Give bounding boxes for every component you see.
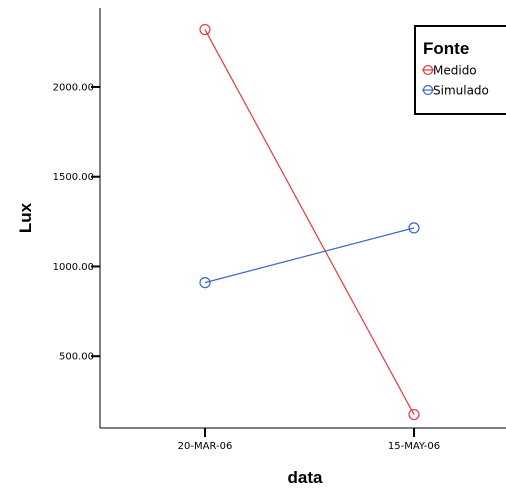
legend-label-simulado: Simulado (433, 84, 489, 98)
legend-marker-medido (422, 64, 434, 76)
legend-items: Medido Simulado (422, 64, 489, 98)
x-axis-title: data (288, 468, 324, 487)
y-axis-title: Lux (16, 202, 35, 233)
x-axis-ticks: 20-MAR-06 15-MAY-06 (178, 428, 440, 452)
plot-area (99, 8, 506, 429)
x-tick-label: 20-MAR-06 (178, 441, 233, 452)
data-point-medido (408, 408, 420, 421)
series-line-simulado (204, 227, 415, 284)
series-line-medido (204, 29, 415, 415)
y-tick-label: 500.00 (59, 352, 94, 363)
legend-marker-simulado (422, 84, 434, 96)
x-tick-label: 15-MAY-06 (388, 441, 440, 452)
data-point-medido (199, 23, 211, 36)
y-axis-ticks: 500.00 1000.00 1500.00 2000.00 (53, 82, 100, 363)
legend-label-medido: Medido (433, 64, 477, 78)
y-tick-label: 1500.00 (53, 172, 94, 183)
y-tick-label: 2000.00 (53, 82, 94, 93)
data-point-simulado (408, 222, 420, 234)
y-tick-label: 1000.00 (53, 262, 94, 273)
legend: Fonte Medido Simulado (414, 25, 506, 115)
legend-title: Fonte (423, 39, 469, 58)
data-point-simulado (199, 277, 211, 289)
series-layer (199, 23, 420, 421)
